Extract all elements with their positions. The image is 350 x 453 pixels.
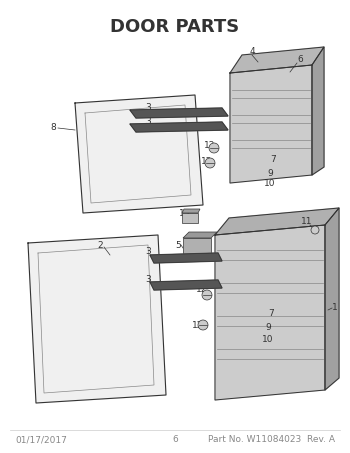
Text: 5: 5 [175,241,181,250]
Text: 01/17/2017: 01/17/2017 [15,435,67,444]
Text: Part No. W11084023  Rev. A: Part No. W11084023 Rev. A [208,435,335,444]
Polygon shape [183,232,217,238]
Circle shape [311,226,319,234]
Polygon shape [182,209,200,213]
Polygon shape [215,225,325,400]
Text: 11: 11 [301,217,313,226]
Polygon shape [75,95,203,213]
Text: 7: 7 [268,308,274,318]
Text: 7: 7 [270,155,276,164]
Polygon shape [215,208,339,235]
Polygon shape [130,108,228,118]
Text: DOOR PARTS: DOOR PARTS [110,18,240,36]
Text: 12: 12 [201,158,213,167]
Text: 2: 2 [97,241,103,250]
Polygon shape [183,238,211,256]
Text: 10: 10 [262,336,274,344]
Polygon shape [28,235,166,403]
Polygon shape [182,213,198,223]
Text: 4: 4 [249,48,255,57]
Text: 8: 8 [50,124,56,132]
Text: 13: 13 [179,208,191,217]
Polygon shape [312,47,324,175]
Text: 3: 3 [145,117,151,126]
Polygon shape [230,65,312,183]
Text: 12: 12 [204,140,216,149]
Text: 1: 1 [332,304,338,313]
Polygon shape [150,280,222,290]
Text: 9: 9 [265,323,271,333]
Circle shape [202,290,212,300]
Text: 3: 3 [145,247,151,256]
Text: 12: 12 [192,321,204,329]
Circle shape [198,320,208,330]
Polygon shape [325,208,339,390]
Text: 10: 10 [264,178,276,188]
Polygon shape [130,122,228,132]
Polygon shape [150,253,222,263]
Circle shape [209,143,219,153]
Text: 9: 9 [267,169,273,178]
Text: 6: 6 [297,56,303,64]
Text: 3: 3 [145,103,151,112]
Text: 6: 6 [172,435,178,444]
Text: 3: 3 [145,275,151,284]
Polygon shape [230,47,324,73]
Circle shape [205,158,215,168]
Text: 12: 12 [196,285,208,294]
